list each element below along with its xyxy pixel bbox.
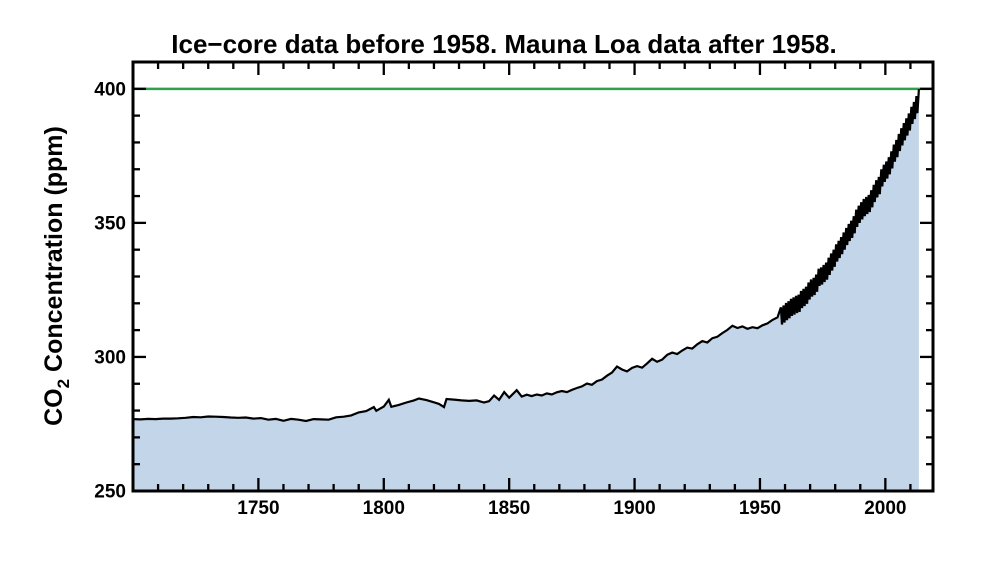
y-axis-tick-label: 350 — [94, 213, 126, 234]
x-axis-tick-label: 1750 — [237, 498, 279, 519]
y-axis-tick-label: 400 — [94, 79, 126, 100]
x-axis-tick-label: 1900 — [613, 498, 655, 519]
x-axis-tick-label: 2000 — [864, 498, 906, 519]
x-axis-tick-label: 1850 — [488, 498, 530, 519]
x-axis-tick-label: 1800 — [363, 498, 405, 519]
y-axis-tick-label: 300 — [94, 347, 126, 368]
chart-title: Ice−core data before 1958. Mauna Loa dat… — [171, 29, 837, 59]
y-axis-tick-label: 250 — [94, 482, 126, 503]
x-axis-tick-label: 1950 — [739, 498, 781, 519]
co2-area-fill — [133, 89, 919, 491]
co2-curve-line — [132, 89, 920, 423]
